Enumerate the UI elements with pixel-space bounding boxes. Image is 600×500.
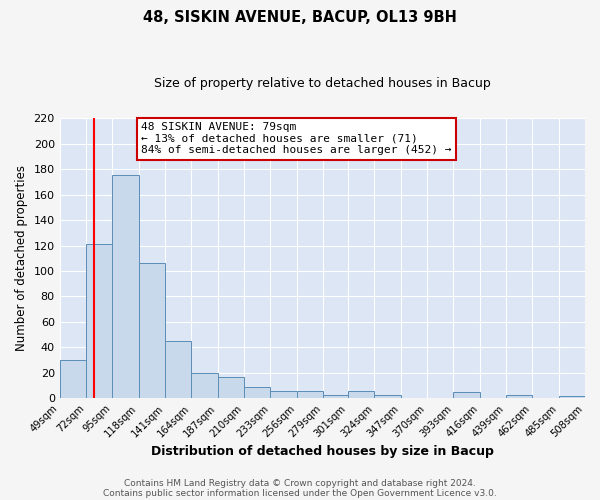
Bar <box>191 373 218 398</box>
Bar <box>59 360 86 399</box>
Bar <box>86 244 112 398</box>
X-axis label: Distribution of detached houses by size in Bacup: Distribution of detached houses by size … <box>151 444 494 458</box>
Y-axis label: Number of detached properties: Number of detached properties <box>15 166 28 352</box>
Text: Contains public sector information licensed under the Open Government Licence v3: Contains public sector information licen… <box>103 488 497 498</box>
Bar <box>270 391 296 398</box>
Bar <box>506 394 532 398</box>
Bar <box>112 176 139 398</box>
Bar <box>348 391 374 398</box>
Title: Size of property relative to detached houses in Bacup: Size of property relative to detached ho… <box>154 78 491 90</box>
Bar <box>244 387 270 398</box>
Bar <box>559 396 585 398</box>
Text: 48, SISKIN AVENUE, BACUP, OL13 9BH: 48, SISKIN AVENUE, BACUP, OL13 9BH <box>143 10 457 25</box>
Bar <box>454 392 480 398</box>
Text: 48 SISKIN AVENUE: 79sqm
← 13% of detached houses are smaller (71)
84% of semi-de: 48 SISKIN AVENUE: 79sqm ← 13% of detache… <box>141 122 452 156</box>
Bar <box>139 264 165 398</box>
Bar <box>374 394 401 398</box>
Bar <box>296 391 323 398</box>
Bar <box>218 377 244 398</box>
Text: Contains HM Land Registry data © Crown copyright and database right 2024.: Contains HM Land Registry data © Crown c… <box>124 478 476 488</box>
Bar <box>165 341 191 398</box>
Bar <box>323 394 349 398</box>
